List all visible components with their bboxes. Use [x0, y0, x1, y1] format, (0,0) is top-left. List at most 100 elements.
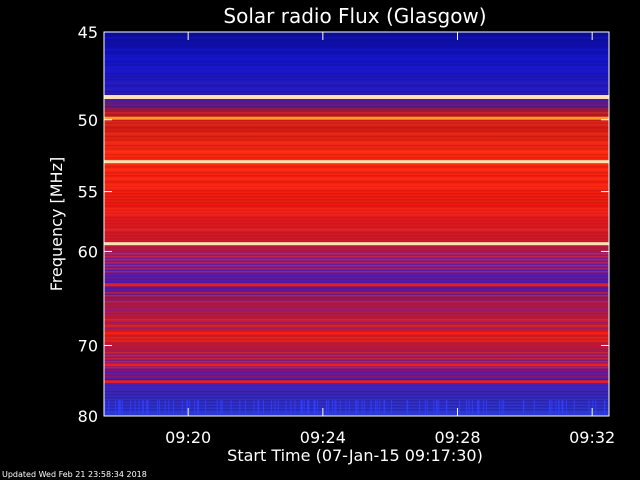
- spectrum-stripe: [104, 37, 609, 39]
- spectrum-stripe: [104, 361, 609, 363]
- spectrum-stripe: [104, 367, 609, 369]
- spectrum-stripe: [104, 277, 609, 279]
- spectrum-stripe: [104, 214, 609, 216]
- noise-tick: [533, 400, 535, 414]
- noise-tick: [588, 400, 590, 414]
- noise-tick: [436, 400, 438, 414]
- noise-tick: [168, 400, 170, 414]
- noise-tick: [270, 400, 272, 414]
- noise-tick: [485, 400, 487, 414]
- spectrum-stripe: [104, 322, 609, 324]
- spectrum-stripe: [104, 199, 609, 201]
- y-axis: 45 50 55 60 70 80: [78, 23, 609, 426]
- spectrum-stripe: [104, 115, 609, 117]
- spectrum-stripe: [104, 337, 609, 339]
- noise-tick: [108, 400, 110, 414]
- spectrum-stripe: [104, 130, 609, 132]
- spectrum-stripe: [104, 373, 609, 375]
- spectrum-stripe: [104, 397, 609, 399]
- noise-tick: [173, 400, 175, 414]
- y-axis-label: Frequency [MHz]: [47, 157, 66, 291]
- noise-tick: [301, 400, 303, 414]
- spectrum-stripe: [104, 310, 609, 312]
- footer-updated: Updated Wed Feb 21 23:58:34 2018: [2, 470, 147, 479]
- noise-tick: [562, 400, 564, 414]
- spectrum-stripe: [104, 280, 609, 282]
- noise-tick: [384, 400, 386, 414]
- noise-tick: [348, 400, 350, 414]
- spectrum-stripe: [104, 175, 609, 177]
- noise-tick: [104, 400, 106, 414]
- spectrum-stripe: [104, 133, 609, 135]
- noise-tick: [130, 400, 132, 414]
- spectrum-stripe: [104, 106, 609, 108]
- noise-tick: [142, 400, 144, 414]
- noise-tick: [147, 400, 149, 414]
- noise-tick: [120, 400, 122, 414]
- noise-tick: [114, 400, 116, 414]
- y-tick-label: 55: [78, 183, 98, 202]
- spectrum-stripe: [104, 52, 609, 54]
- noise-tick: [164, 400, 166, 414]
- spectrum-stripe: [104, 196, 609, 198]
- spectrum-stripe: [104, 190, 609, 192]
- spectrum-stripe: [104, 169, 609, 171]
- noise-tick: [187, 400, 189, 414]
- noise-tick: [477, 400, 479, 414]
- noise-tick: [138, 400, 140, 414]
- spectrum-stripe: [104, 298, 609, 300]
- noise-tick: [239, 400, 241, 414]
- noise-tick: [263, 400, 265, 414]
- spectrum-stripe: [104, 358, 609, 360]
- noise-tick: [501, 400, 503, 414]
- spectrum-stripe: [104, 178, 609, 180]
- band-line: [104, 160, 609, 164]
- spectrum-stripe: [104, 145, 609, 147]
- noise-tick: [186, 400, 188, 414]
- noise-tick: [407, 400, 409, 414]
- spectrum-stripe: [104, 391, 609, 393]
- noise-tick: [604, 400, 606, 414]
- spectrum-stripe: [104, 247, 609, 249]
- spectrum-stripe: [104, 223, 609, 225]
- spectrum-stripe: [104, 46, 609, 48]
- noise-tick: [438, 400, 440, 414]
- spectrum-stripe: [104, 85, 609, 87]
- noise-tick: [363, 400, 365, 414]
- spectrum-stripe: [104, 187, 609, 189]
- spectrum-stripe: [104, 40, 609, 42]
- noise-tick: [458, 400, 460, 414]
- y-tick-label: 80: [78, 407, 98, 426]
- noise-tick: [257, 400, 259, 414]
- noise-tick: [426, 400, 428, 414]
- spectrum-stripe: [104, 208, 609, 210]
- spectrum-stripe: [104, 292, 609, 294]
- noise-tick: [419, 400, 421, 414]
- spectrum-stripe: [104, 166, 609, 168]
- noise-tick: [313, 400, 315, 414]
- spectrum-stripe: [104, 259, 609, 261]
- spectrum-stripe: [104, 151, 609, 153]
- noise-tick: [274, 400, 276, 414]
- noise-tick: [376, 400, 378, 414]
- spectrum-stripe: [104, 58, 609, 60]
- spectrum-stripe: [104, 109, 609, 111]
- spectrum-stripe: [104, 127, 609, 129]
- noise-tick: [355, 400, 357, 414]
- spectrum-stripe: [104, 157, 609, 159]
- noise-tick: [314, 400, 316, 414]
- noise-tick: [549, 400, 551, 414]
- noise-tick: [313, 400, 315, 414]
- noise-tick: [499, 400, 501, 414]
- spectrum-stripe: [104, 319, 609, 321]
- spectrum-stripe: [104, 217, 609, 219]
- spectrum-stripe: [104, 349, 609, 351]
- spectrum-stripe: [104, 241, 609, 243]
- noise-tick: [483, 400, 485, 414]
- noise-tick: [468, 400, 470, 414]
- spectrum-stripe: [104, 43, 609, 45]
- spectrum-stripe: [104, 274, 609, 276]
- y-tick-label: 60: [78, 242, 98, 261]
- noise-tick: [561, 400, 563, 414]
- noise-tick: [326, 400, 328, 414]
